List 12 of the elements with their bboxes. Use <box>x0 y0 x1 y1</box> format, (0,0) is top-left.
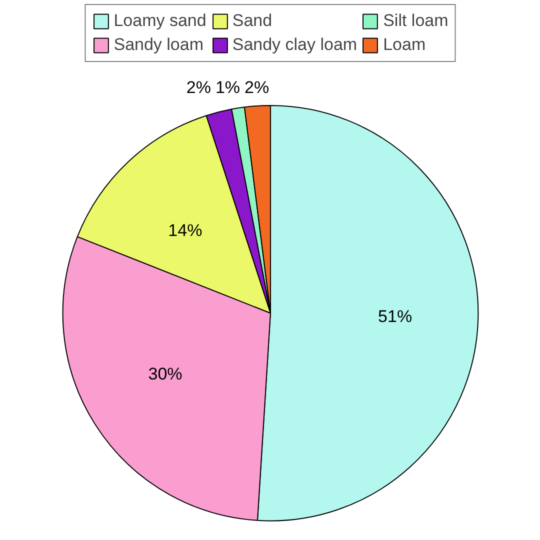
data-label: 30% <box>148 364 182 384</box>
data-label: 2% <box>244 78 270 98</box>
legend-label: Sand <box>232 11 272 31</box>
data-label: 14% <box>168 220 202 240</box>
legend-label: Loam <box>383 35 426 55</box>
legend-label: Silt loam <box>383 11 448 31</box>
data-label: 1% <box>215 78 240 98</box>
legend-label: Sandy loam <box>114 35 204 55</box>
data-label: 2% <box>186 78 211 98</box>
data-label: 51% <box>378 307 412 326</box>
legend-label: Sandy clay loam <box>232 35 358 55</box>
legend-label: Loamy sand <box>114 11 206 31</box>
